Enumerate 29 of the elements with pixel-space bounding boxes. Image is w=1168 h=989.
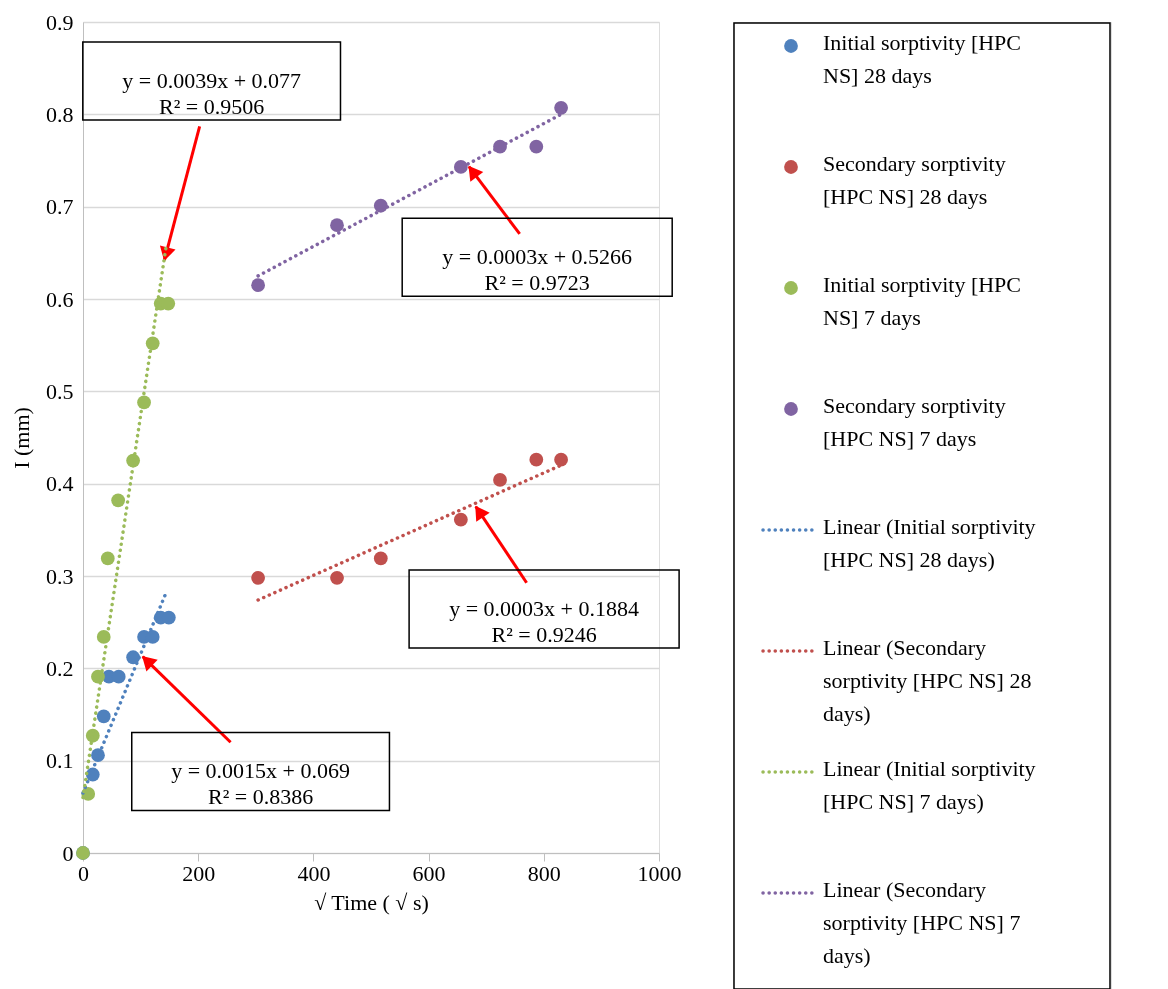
x-tick-label: 600 xyxy=(412,860,446,886)
x-tick-label: 400 xyxy=(297,860,331,886)
legend-label: Initial sorptivity [HPC NS] 28 days xyxy=(823,30,1021,88)
x-tick-label: 1000 xyxy=(637,860,682,886)
y-axis-title: I (mm) xyxy=(9,407,34,469)
y-tick-label: 0.1 xyxy=(46,748,74,774)
y-tick-label: 0.5 xyxy=(46,378,74,404)
legend-label: Linear (Initial sorptivity [HPC NS] 28 days) xyxy=(823,514,1036,572)
annotation: y = 0.0015x + 0.069 R² = 0.8386 xyxy=(171,758,351,810)
annotation: y = 0.0003x + 0.5266 R² = 0.9723 xyxy=(442,244,633,296)
x-tick-label: 800 xyxy=(527,860,561,886)
legend-label: Initial sorptivity [HPC NS] 7 days xyxy=(823,272,1021,330)
y-tick-label: 0.4 xyxy=(46,471,74,497)
y-tick-label: 0.2 xyxy=(46,655,74,681)
legend-label: Linear (Secondary sorptivity [HPC NS] 7 days) xyxy=(823,877,1021,968)
x-axis-title: √ Time ( √ s) xyxy=(314,889,429,915)
legend-label: Secondary sorptivity [HPC NS] 7 days xyxy=(823,393,1006,451)
y-tick-label: 0.8 xyxy=(46,101,74,127)
y-tick-label: 0.9 xyxy=(46,9,74,35)
legend-label: Secondary sorptivity [HPC NS] 28 days xyxy=(823,151,1006,209)
y-tick-label: 0.6 xyxy=(46,286,74,312)
y-tick-label: 0.7 xyxy=(46,194,74,220)
annotation: y = 0.0039x + 0.077 R² = 0.9506 xyxy=(122,67,302,119)
y-tick-label: 0 xyxy=(62,840,74,866)
legend-label: Linear (Initial sorptivity [HPC NS] 7 days) xyxy=(823,756,1036,814)
y-tick-label: 0.3 xyxy=(46,563,74,589)
annotation: y = 0.0003x + 0.1884 R² = 0.9246 xyxy=(449,595,640,647)
x-tick-label: 200 xyxy=(182,860,216,886)
legend-label: Linear (Secondary sorptivity [HPC NS] 28 days) xyxy=(823,635,1032,726)
